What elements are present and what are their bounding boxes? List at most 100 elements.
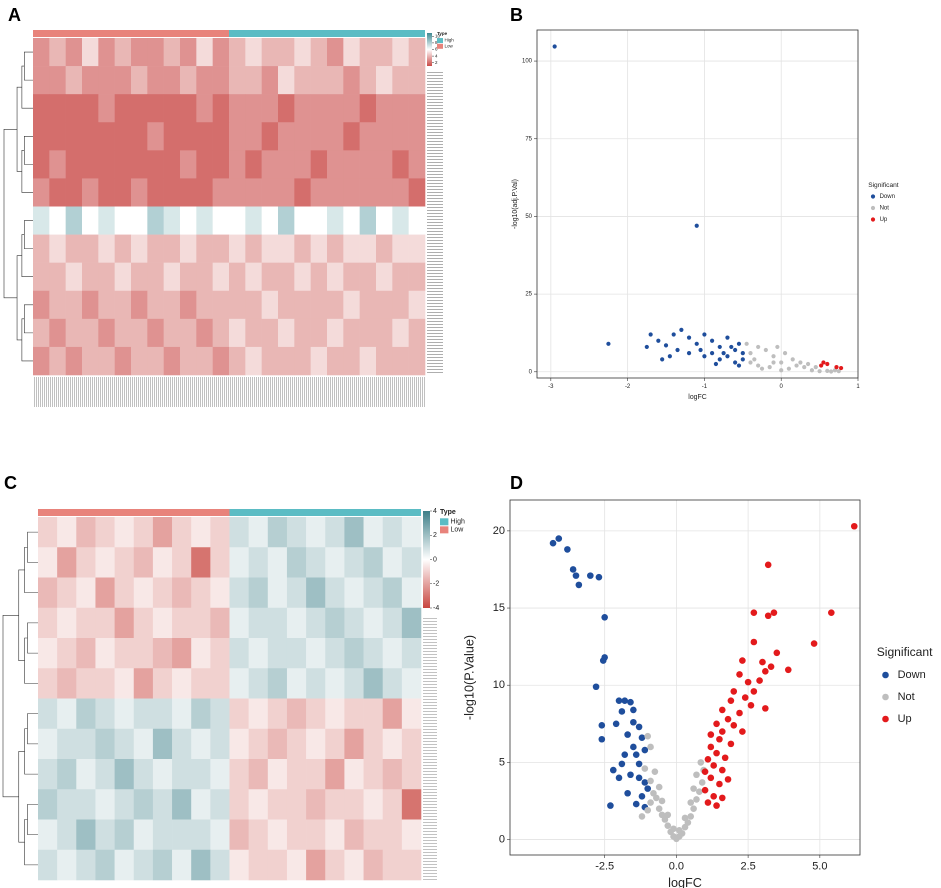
- heat-cell: [65, 66, 83, 95]
- point: [794, 363, 799, 368]
- point: [821, 360, 826, 365]
- heat-cell: [344, 607, 364, 639]
- heat-cell: [57, 819, 77, 851]
- heat-cell: [133, 849, 154, 881]
- heat-cell: [65, 150, 83, 179]
- heat-cell: [327, 290, 344, 320]
- point: [690, 785, 697, 792]
- heat-cell: [310, 66, 328, 95]
- legend-label: Up: [880, 217, 888, 223]
- heat-cell: [133, 668, 154, 699]
- point: [655, 805, 663, 812]
- heat-cell: [325, 517, 345, 548]
- heat-cell: [76, 728, 96, 760]
- color-tick-label: 6: [435, 47, 438, 52]
- heat-cell: [278, 94, 295, 123]
- heat-cell: [401, 789, 422, 820]
- heat-cell: [306, 517, 326, 548]
- heat-cell: [408, 94, 426, 123]
- point: [759, 366, 765, 371]
- dendrogram: [16, 86, 22, 172]
- heat-cell: [210, 547, 230, 578]
- point: [599, 657, 607, 664]
- y-axis-label: -log10(P.Value): [463, 635, 477, 720]
- point: [718, 766, 726, 774]
- heat-cell: [180, 94, 197, 123]
- point: [756, 677, 763, 684]
- heat-cell: [49, 122, 66, 151]
- legend-marker: [882, 671, 889, 679]
- heat-cell: [114, 178, 132, 207]
- heat-cell: [152, 728, 173, 760]
- heat-cell: [261, 206, 279, 235]
- heat-cell: [133, 728, 154, 760]
- heat-cell: [212, 206, 230, 235]
- heat-cell: [114, 728, 135, 760]
- heat-cell: [212, 38, 230, 67]
- legend-title: Significant: [868, 182, 899, 189]
- heat-cell: [95, 607, 115, 639]
- heat-cell: [359, 234, 377, 263]
- heat-cell: [248, 607, 269, 639]
- point: [592, 683, 600, 691]
- heat-cell: [33, 234, 50, 263]
- point: [606, 341, 611, 346]
- legend-label: Not: [898, 691, 915, 703]
- point: [718, 794, 726, 802]
- heat-cell: [344, 849, 364, 881]
- heat-cell: [382, 668, 403, 699]
- heat-cell: [133, 638, 154, 669]
- heat-cell: [114, 517, 135, 548]
- point: [549, 539, 557, 547]
- x-tick-label: 0.0: [669, 861, 684, 873]
- heat-cell: [76, 819, 96, 851]
- heat-cell: [261, 150, 279, 179]
- heat-cell: [180, 318, 197, 348]
- heat-cell: [76, 547, 96, 578]
- point: [653, 794, 660, 802]
- point: [704, 756, 712, 763]
- heat-cell: [286, 638, 307, 669]
- annotation-bar: [229, 509, 421, 516]
- heat-cell: [294, 150, 311, 179]
- heat-cell: [363, 577, 383, 609]
- plot-border: [536, 29, 859, 379]
- dendrogram: [21, 65, 33, 109]
- heat-cell: [98, 122, 115, 151]
- heat-cell: [229, 668, 249, 699]
- point: [727, 740, 735, 748]
- color-bar: [427, 33, 432, 66]
- legend-swatch: [437, 43, 443, 49]
- heat-cell: [306, 698, 326, 730]
- heat-cell: [325, 849, 345, 881]
- heat-cell: [114, 819, 135, 851]
- point: [802, 365, 807, 370]
- heat-cell: [57, 607, 77, 639]
- heat-cell: [344, 728, 364, 760]
- heat-cell: [392, 206, 409, 235]
- heat-cell: [210, 698, 230, 730]
- heat-cell: [33, 122, 50, 151]
- heat-cell: [147, 150, 164, 179]
- heat-cell: [278, 262, 295, 292]
- heat-cell: [344, 819, 364, 851]
- plot-background: [510, 500, 860, 855]
- heat-cell: [38, 638, 58, 669]
- heat-cell: [376, 38, 393, 67]
- heat-cell: [363, 547, 383, 578]
- heat-cell: [82, 150, 99, 179]
- heat-cell: [131, 122, 148, 151]
- point: [736, 363, 742, 368]
- heat-cell: [401, 849, 422, 881]
- heat-cell: [382, 698, 403, 730]
- heat-cell: [82, 38, 99, 67]
- heat-cell: [114, 150, 132, 179]
- heat-cell: [286, 547, 307, 578]
- heat-cell: [95, 759, 115, 790]
- heat-cell: [327, 122, 344, 151]
- legend-title: Significant: [877, 645, 933, 659]
- point: [679, 327, 684, 332]
- annotation-bar: [38, 509, 230, 516]
- heat-cell: [131, 234, 148, 263]
